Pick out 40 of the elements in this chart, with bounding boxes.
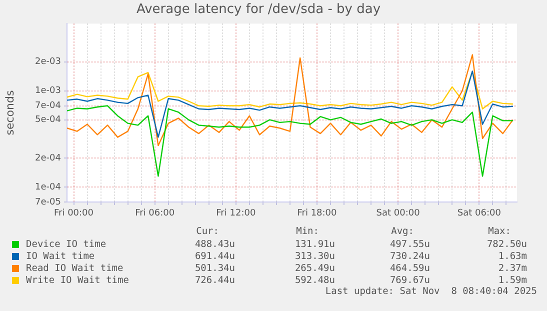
y-tick-label: 7e-05 (35, 197, 61, 208)
y-tick-label: 1e-04 (35, 182, 62, 192)
text: Min: (296, 226, 319, 237)
legend-label: Read IO Wait time (25, 262, 124, 274)
text: 730.24u (388, 250, 430, 262)
y-axis-title: seconds (3, 90, 16, 136)
legend-label: Device IO time (25, 238, 108, 250)
text: 592.48u (294, 274, 335, 286)
text: 131.91u (294, 238, 335, 250)
text: 464.59u (388, 262, 430, 274)
text: Avg: (391, 226, 414, 237)
x-tick-label: Sat 00:00 (376, 208, 420, 219)
x-tick-label: Fri 12:00 (216, 208, 256, 219)
text: 691.44u (194, 250, 235, 262)
text: Max: (488, 226, 511, 237)
y-tick-label: 5e-04 (35, 115, 62, 126)
text: 1.59m (497, 274, 527, 286)
y-tick-label: 2e-04 (35, 153, 62, 164)
text: 488.43u (194, 238, 235, 250)
text: 313.30u (294, 250, 335, 262)
text: Last update: Sat Nov 8 08:40:04 2025 (324, 286, 537, 298)
y-tick-label: 1e-03 (35, 86, 61, 96)
text: 726.44u (194, 274, 235, 286)
chart-title: Average latency for /dev/sda - by day (136, 2, 381, 18)
text: 265.49u (294, 262, 335, 274)
text: 782.50u (486, 238, 527, 250)
x-tick-label: Sat 06:00 (457, 208, 502, 219)
x-tick-label: Fri 18:00 (297, 208, 338, 219)
x-tick-label: Fri 06:00 (135, 208, 175, 219)
text: 2.37m (497, 262, 527, 274)
text: 769.67u (388, 274, 430, 286)
text: 497.55u (388, 238, 430, 250)
legend-label: Write IO Wait time (25, 274, 130, 286)
legend-label: IO Wait time (25, 250, 96, 262)
x-tick-label: Fri 00:00 (54, 208, 94, 219)
y-tick-label: 7e-04 (35, 101, 62, 112)
text: 501.34u (194, 262, 235, 274)
text: 1.63m (497, 250, 527, 262)
text: Cur: (196, 226, 219, 237)
y-tick-label: 2e-03 (35, 57, 61, 68)
